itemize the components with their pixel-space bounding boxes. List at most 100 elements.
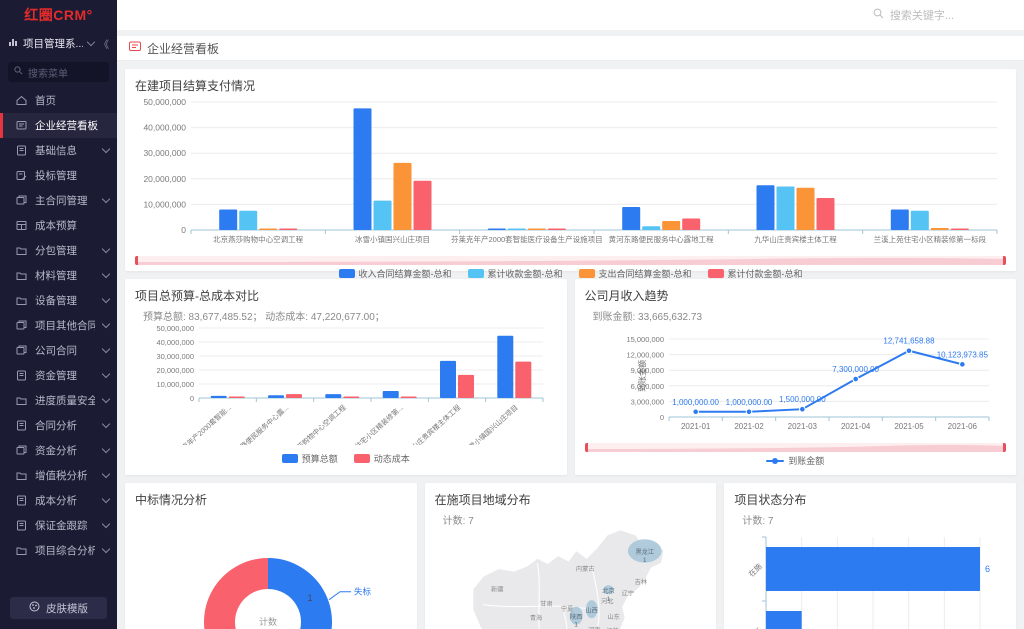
global-search-input[interactable]: 搜索关键字...: [889, 10, 954, 22]
chevron-down-icon: [101, 544, 111, 554]
svg-text:芬莱克年产2000套智能...: 芬莱克年产2000套智能...: [169, 403, 233, 445]
sidebar-item-15[interactable]: 增值税分析: [0, 463, 117, 488]
settlement-chart: 0 10,000,000 20,000,000 30,000,000 40,000,00…: [125, 96, 1016, 253]
sidebar-search-input[interactable]: 搜索菜单: [8, 62, 109, 82]
doc-icon: [16, 520, 27, 531]
legend-item[interactable]: 到账金额: [766, 454, 824, 467]
chevron-down-icon: [101, 394, 111, 404]
sidebar-item-14[interactable]: 资金分析: [0, 438, 117, 463]
workspace-selector[interactable]: 项目管理系... 《: [0, 30, 117, 56]
bid-pie-chart: 12计数失标中标: [125, 510, 417, 629]
sidebar-item-5[interactable]: 成本预算: [0, 213, 117, 238]
svg-text:北京: 北京: [602, 587, 614, 595]
legend-item[interactable]: 预算总额: [281, 452, 338, 465]
folder-icon: [16, 295, 27, 306]
region-title: 在施项目地域分布: [434, 493, 531, 507]
sidebar-item-18[interactable]: 项目综合分析: [0, 538, 117, 563]
svg-text:0: 0: [190, 394, 194, 403]
folder-icon: [16, 270, 27, 281]
sidebar-search-placeholder: 搜索菜单: [28, 68, 68, 80]
dashboard-icon: [129, 41, 141, 56]
dashboard-icon: [16, 120, 27, 131]
svg-text:15,000,000: 15,000,000: [626, 335, 664, 344]
income-card: 公司月收入趋势 到账金额: 33,665,632.73 0 3,000,000 6,…: [574, 279, 1017, 475]
svg-text:在施: 在施: [746, 561, 764, 579]
budget-title: 项目总预算-总成本对比: [135, 289, 259, 303]
sidebar-item-3[interactable]: 投标管理: [0, 163, 117, 188]
chevron-down-icon: [101, 269, 111, 279]
sidebar-item-1[interactable]: 企业经营看板: [0, 113, 117, 138]
doc-icon: [16, 495, 27, 506]
sidebar-item-17[interactable]: 保证金跟踪: [0, 513, 117, 538]
svg-text:40,000,000: 40,000,000: [143, 123, 186, 133]
svg-text:10,123,973.85: 10,123,973.85: [936, 350, 988, 359]
legend-item[interactable]: 动态成本: [353, 452, 410, 465]
chevron-down-icon: [101, 144, 111, 154]
sidebar-item-13[interactable]: 合同分析: [0, 413, 117, 438]
svg-text:12,000,000: 12,000,000: [626, 351, 664, 360]
svg-text:6,000,000: 6,000,000: [630, 382, 663, 391]
chevron-down-icon: [101, 494, 111, 504]
svg-text:1: 1: [643, 557, 647, 564]
sidebar-item-0[interactable]: 首页: [0, 88, 117, 113]
status-bar-chart: 01234566在施1竣工: [724, 527, 1016, 629]
palette-icon: [29, 601, 40, 615]
tab-label: 企业经营看板: [147, 41, 220, 56]
sidebar-item-8[interactable]: 设备管理: [0, 288, 117, 313]
chevron-down-icon: [101, 319, 111, 329]
svg-text:10,000,000: 10,000,000: [156, 380, 194, 389]
datazoom-slider[interactable]: [135, 256, 1006, 265]
chevron-down-icon: [101, 419, 111, 429]
income-chart: 0 3,000,000 6,000,000 9,000,000 12,000,000 15…: [575, 323, 1017, 440]
legend-item[interactable]: 累计付款金额-总和: [707, 267, 803, 280]
home-icon: [16, 95, 27, 106]
folder-icon: [16, 395, 27, 406]
svg-text:1,500,000.00: 1,500,000.00: [778, 395, 825, 404]
svg-text:黄河东路便民服务中心露...: 黄河东路便民服务中心露...: [223, 403, 291, 445]
legend-item[interactable]: 收入合同结算金额-总和: [338, 267, 452, 280]
sidebar-item-9[interactable]: 项目其他合同: [0, 313, 117, 338]
main-area: 搜索关键字... 企业经营看板 在建项目结算支付情况 0 10,000,000 20…: [117, 0, 1024, 629]
income-title: 公司月收入趋势: [584, 289, 669, 303]
status-title: 项目状态分布: [734, 493, 807, 507]
svg-text:2021-03: 2021-03: [787, 422, 817, 431]
collapse-sidebar-icon[interactable]: 《: [99, 39, 109, 51]
app-logo: 红圈CRM°: [24, 7, 93, 23]
svg-text:9,000,000: 9,000,000: [630, 366, 663, 375]
svg-text:3,000,000: 3,000,000: [630, 397, 663, 406]
chevron-down-icon: [86, 37, 96, 46]
chevron-down-icon: [101, 344, 111, 354]
sidebar-item-4[interactable]: 主合同管理: [0, 188, 117, 213]
workspace-label: 项目管理系...: [23, 37, 84, 50]
legend-item[interactable]: 累计收款金额-总和: [467, 267, 563, 280]
budget-icon: [16, 220, 27, 231]
svg-text:0: 0: [181, 225, 186, 235]
legend-item[interactable]: 支出合同结算金额-总和: [578, 267, 692, 280]
svg-text:50,000,000: 50,000,000: [143, 97, 186, 107]
svg-text:九华山庄贵宾楼主体工程: 九华山庄贵宾楼主体工程: [399, 403, 462, 445]
tab-bar: 企业经营看板: [117, 36, 1024, 61]
datazoom-slider[interactable]: [584, 443, 1006, 452]
svg-text:2021-04: 2021-04: [840, 422, 870, 431]
sidebar-item-11[interactable]: 资金管理: [0, 363, 117, 388]
svg-text:河北: 河北: [601, 597, 614, 605]
folder-icon: [16, 245, 27, 256]
svg-text:宁夏: 宁夏: [560, 605, 573, 613]
svg-text:0: 0: [659, 413, 663, 422]
sidebar-item-12[interactable]: 进度质量安全: [0, 388, 117, 413]
contract-icon: [16, 195, 27, 206]
sidebar-item-6[interactable]: 分包管理: [0, 238, 117, 263]
sidebar-item-7[interactable]: 材料管理: [0, 263, 117, 288]
sidebar-item-2[interactable]: 基础信息: [0, 138, 117, 163]
sidebar-item-16[interactable]: 成本分析: [0, 488, 117, 513]
settlement-title: 在建项目结算支付情况: [135, 79, 256, 93]
skin-template-button[interactable]: 皮肤模版: [10, 597, 107, 619]
doc-icon: [16, 145, 27, 156]
svg-text:30,000,000: 30,000,000: [156, 352, 194, 361]
svg-text:50,000,000: 50,000,000: [156, 324, 194, 333]
top-header: 搜索关键字...: [117, 0, 1024, 30]
tab-dashboard[interactable]: 企业经营看板: [129, 40, 219, 57]
sidebar-item-10[interactable]: 公司合同: [0, 338, 117, 363]
chevron-down-icon: [101, 194, 111, 204]
svg-text:1,000,000.00: 1,000,000.00: [725, 398, 772, 407]
